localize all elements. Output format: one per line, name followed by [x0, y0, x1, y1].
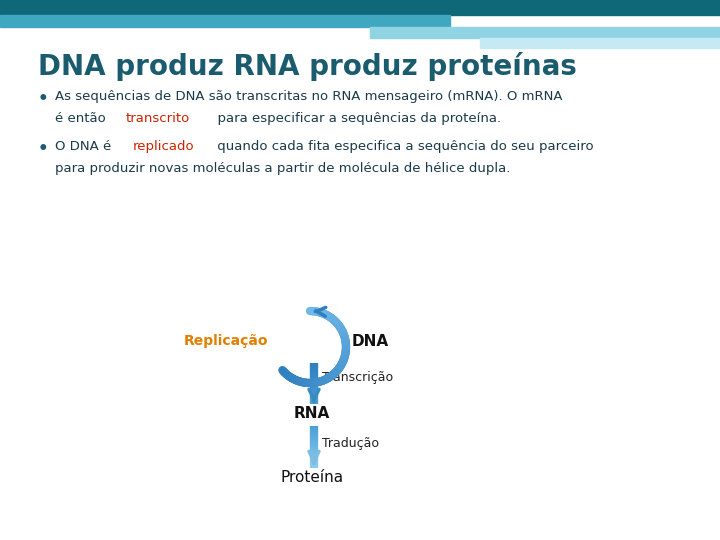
Text: para produzir novas moléculas a partir de molécula de hélice dupla.: para produzir novas moléculas a partir d… — [55, 162, 510, 175]
Text: Replicação: Replicação — [184, 334, 268, 348]
Text: RNA: RNA — [294, 407, 330, 422]
Text: é então: é então — [55, 112, 110, 125]
Text: DNA: DNA — [352, 334, 389, 348]
Text: DNA produz RNA produz proteínas: DNA produz RNA produz proteínas — [38, 52, 577, 81]
Text: Transcrição: Transcrição — [322, 371, 393, 384]
Text: Tradução: Tradução — [322, 436, 379, 449]
Bar — [480, 38, 720, 48]
Text: replicado: replicado — [133, 140, 194, 153]
Text: transcrito: transcrito — [126, 112, 190, 125]
Bar — [0, 15, 450, 27]
Text: para especificar a sequências da proteína.: para especificar a sequências da proteín… — [209, 112, 501, 125]
Text: •: • — [38, 90, 49, 108]
Text: As sequências de DNA são transcritas no RNA mensageiro (mRNA). O mRNA: As sequências de DNA são transcritas no … — [55, 90, 562, 103]
Bar — [0, 0, 720, 15]
Text: •: • — [38, 140, 49, 158]
Text: quando cada fita especifica a sequência do seu parceiro: quando cada fita especifica a sequência … — [212, 140, 593, 153]
Bar — [370, 27, 720, 38]
Text: Proteína: Proteína — [280, 470, 343, 485]
Text: O DNA é: O DNA é — [55, 140, 115, 153]
